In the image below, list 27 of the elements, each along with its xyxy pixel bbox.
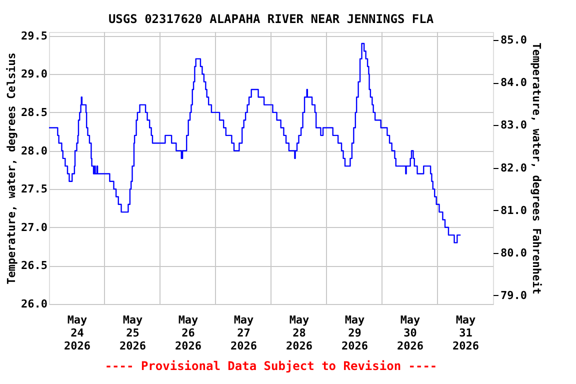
y2-axis-title: Temperature, water, degrees Fahrenheit [530,42,543,294]
y2-tick-label: 85.0 [500,34,527,47]
x-tick-label: May 24 2026 [64,314,91,352]
x-tick-label: May 25 2026 [120,314,146,352]
x-tick-label: May 28 2026 [286,314,313,352]
y-tick-label: 29.5 [21,29,48,42]
y-tick-label: 27.5 [21,182,48,196]
y2-tick-label: 81.0 [500,204,527,217]
y2-tick-label: 82.0 [500,161,527,174]
y2-tick-label: 83.0 [500,118,527,132]
y-tick-label: 28.5 [21,106,48,119]
x-tick-label: May 29 2026 [342,314,368,352]
y-tick-label: 28.0 [21,144,48,158]
chart-title: USGS 02317620 ALAPAHA RIVER NEAR JENNINGS FLA [108,12,434,26]
y2-tick-label: 80.0 [500,246,527,260]
text: ---- Provisional Data Subject to Revision ---- [104,359,438,373]
y2-tick-label: 84.0 [500,76,527,90]
y-tick-label: 29.0 [21,68,48,81]
y-tick-label: 27.0 [21,220,48,234]
x-tick-label: May 31 2026 [452,314,480,352]
y-axis-title: Temperature, water, degrees Celsius [5,52,18,284]
x-tick-label: May 26 2026 [175,314,202,352]
y2-tick-label: 79.0 [500,288,527,302]
y-tick-label: 26.0 [21,298,48,310]
x-tick-label: May 27 2026 [230,314,258,352]
x-tick-label: May 30 2026 [397,314,424,352]
y-tick-label: 26.5 [21,259,48,272]
